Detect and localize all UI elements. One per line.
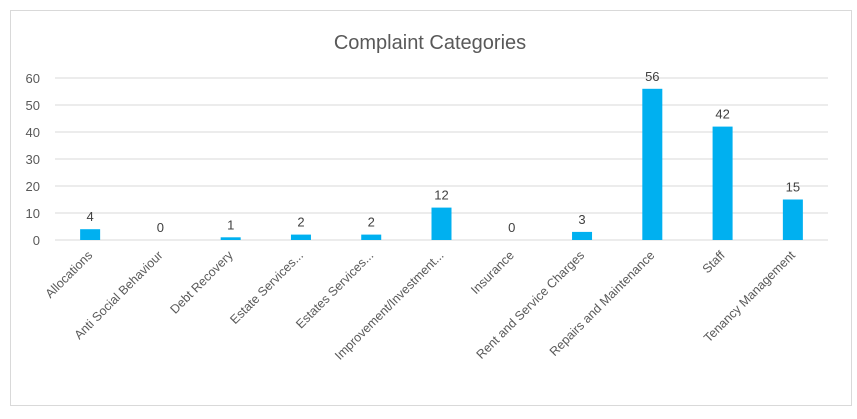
bar [782,199,803,240]
data-label: 56 [645,69,659,84]
bar [712,126,733,240]
data-label: 12 [434,188,448,203]
y-tick-label: 0 [33,233,40,248]
y-tick-label: 20 [26,179,40,194]
y-tick-label: 10 [26,206,40,221]
y-axis-ticks: 0 10 20 30 40 50 60 [26,71,40,248]
category-label: Estate Services... [227,248,306,327]
data-label: 1 [227,217,234,232]
bar [572,231,593,240]
bar [80,229,101,240]
bar [361,234,382,240]
bars [80,88,803,240]
y-tick-label: 60 [26,71,40,86]
y-tick-label: 40 [26,125,40,140]
bar [220,237,241,240]
category-label: Insurance [468,248,517,297]
y-tick-label: 50 [26,98,40,113]
category-label: Debt Recovery [167,248,236,317]
gridlines [55,77,828,241]
data-label: 4 [87,209,94,224]
data-label: 2 [297,215,304,230]
chart-title: Complaint Categories [334,32,526,54]
data-label: 15 [786,180,800,195]
category-label: Estates Services... [293,248,376,331]
chart-frame [10,10,852,406]
y-tick-label: 30 [26,152,40,167]
data-label: 0 [157,220,164,235]
data-label: 0 [508,220,515,235]
data-label: 42 [715,107,729,122]
bar [642,88,663,240]
bar [290,234,311,240]
bar [431,207,452,240]
category-label: Staff [700,248,728,276]
data-label: 2 [368,215,375,230]
category-label: Allocations [43,248,96,301]
data-label: 3 [578,212,585,227]
